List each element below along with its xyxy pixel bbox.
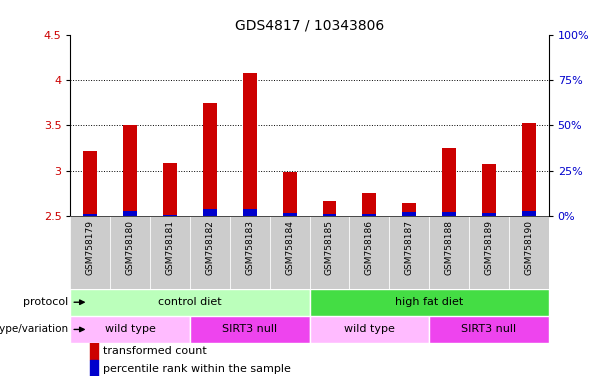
Bar	[522, 211, 536, 216]
Text: SIRT3 null: SIRT3 null	[223, 324, 277, 334]
Bar	[89, 341, 98, 360]
Bar	[389, 216, 429, 289]
Bar	[429, 216, 469, 289]
Text: control diet: control diet	[158, 297, 222, 307]
Text: GSM758181: GSM758181	[166, 220, 175, 275]
Bar	[362, 214, 376, 216]
Bar	[442, 148, 456, 216]
Bar	[110, 216, 150, 289]
Text: transformed count: transformed count	[103, 346, 207, 356]
Text: GSM758184: GSM758184	[285, 220, 294, 275]
Text: GSM758189: GSM758189	[484, 220, 493, 275]
Bar	[190, 216, 230, 289]
Bar	[310, 216, 349, 289]
Bar	[362, 193, 376, 216]
Bar	[243, 209, 257, 216]
Title: GDS4817 / 10343806: GDS4817 / 10343806	[235, 18, 384, 32]
Text: wild type: wild type	[105, 324, 156, 334]
Bar	[283, 213, 297, 216]
Bar	[70, 216, 110, 289]
Text: GSM758182: GSM758182	[205, 220, 215, 275]
Bar	[123, 211, 137, 216]
Bar	[322, 200, 337, 216]
Bar	[83, 214, 97, 216]
Text: GSM758190: GSM758190	[524, 220, 533, 275]
Bar	[322, 214, 337, 216]
Bar	[429, 316, 549, 343]
Text: genotype/variation: genotype/variation	[0, 324, 69, 334]
Bar	[442, 212, 456, 216]
Bar	[83, 151, 97, 216]
Text: high fat diet: high fat diet	[395, 297, 463, 307]
Bar	[203, 209, 217, 216]
Bar	[469, 216, 509, 289]
Text: GSM758180: GSM758180	[126, 220, 135, 275]
Bar	[310, 289, 549, 316]
Bar	[243, 73, 257, 216]
Bar	[150, 216, 190, 289]
Bar	[230, 216, 270, 289]
Bar	[482, 213, 496, 216]
Bar	[270, 216, 310, 289]
Text: protocol: protocol	[23, 297, 69, 307]
Bar	[190, 316, 310, 343]
Bar	[70, 289, 310, 316]
Bar	[163, 215, 177, 216]
Bar	[402, 203, 416, 216]
Bar	[123, 125, 137, 216]
Bar	[89, 360, 98, 378]
Text: GSM758186: GSM758186	[365, 220, 374, 275]
Text: GSM758179: GSM758179	[86, 220, 95, 275]
Text: GSM758187: GSM758187	[405, 220, 414, 275]
Text: wild type: wild type	[344, 324, 395, 334]
Bar	[482, 164, 496, 216]
Bar	[349, 216, 389, 289]
Bar	[203, 103, 217, 216]
Bar	[522, 124, 536, 216]
Bar	[163, 164, 177, 216]
Text: GSM758188: GSM758188	[444, 220, 454, 275]
Text: GSM758183: GSM758183	[245, 220, 254, 275]
Bar	[70, 316, 190, 343]
Bar	[509, 216, 549, 289]
Bar	[283, 172, 297, 216]
Text: SIRT3 null: SIRT3 null	[462, 324, 516, 334]
Text: GSM758185: GSM758185	[325, 220, 334, 275]
Text: percentile rank within the sample: percentile rank within the sample	[103, 364, 291, 374]
Bar	[402, 212, 416, 216]
Bar	[310, 316, 429, 343]
